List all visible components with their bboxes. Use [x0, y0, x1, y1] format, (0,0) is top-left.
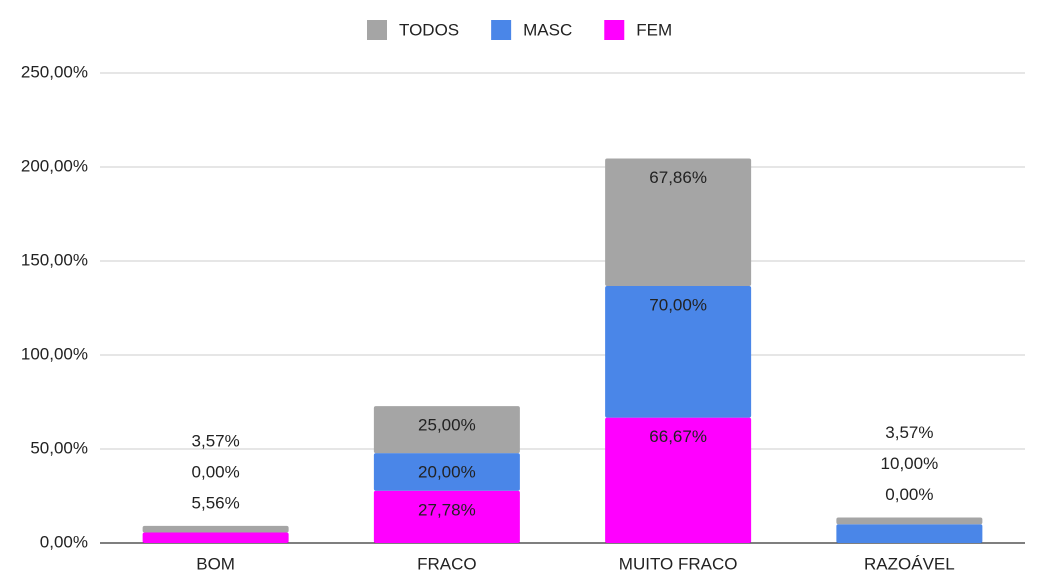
data-label: 66,67% — [649, 427, 707, 446]
data-label: 10,00% — [881, 454, 939, 473]
bar-segment — [373, 453, 520, 491]
data-label: 27,78% — [418, 500, 476, 519]
legend-label: FEM — [636, 20, 672, 39]
legend-swatch — [491, 20, 512, 40]
bar-segment — [836, 517, 983, 525]
bar-segment — [836, 524, 983, 543]
data-label: 5,56% — [192, 493, 240, 512]
x-tick-label: RAZOÁVEL — [864, 554, 955, 571]
legend-label: TODOS — [399, 20, 459, 39]
data-label: 3,57% — [885, 423, 933, 442]
y-tick-label: 250,00% — [21, 62, 88, 81]
data-label: 70,00% — [649, 296, 707, 315]
bar-segment — [605, 417, 752, 543]
data-label: 25,00% — [418, 416, 476, 435]
bar-segment — [605, 158, 752, 287]
y-tick-label: 150,00% — [21, 250, 88, 269]
legend-swatch — [367, 20, 387, 40]
data-label: 0,00% — [192, 462, 240, 481]
legend-label: MASC — [523, 20, 572, 39]
bar-segment — [142, 525, 289, 533]
y-tick-label: 200,00% — [21, 156, 88, 175]
bar-segment — [142, 532, 289, 543]
data-label: 20,00% — [418, 463, 476, 482]
bar-segment — [373, 406, 520, 454]
bar-segment — [605, 286, 752, 418]
data-label: 67,86% — [649, 168, 707, 187]
data-label: 0,00% — [885, 485, 933, 504]
x-tick-label: FRACO — [417, 554, 477, 571]
data-label: 3,57% — [192, 431, 240, 450]
x-tick-label: BOM — [196, 554, 235, 571]
y-tick-label: 100,00% — [21, 344, 88, 363]
legend-swatch — [604, 20, 625, 40]
y-tick-label: 0,00% — [40, 532, 88, 551]
y-tick-label: 50,00% — [30, 438, 88, 457]
bar-segment — [373, 490, 520, 543]
x-tick-label: MUITO FRACO — [619, 554, 738, 571]
